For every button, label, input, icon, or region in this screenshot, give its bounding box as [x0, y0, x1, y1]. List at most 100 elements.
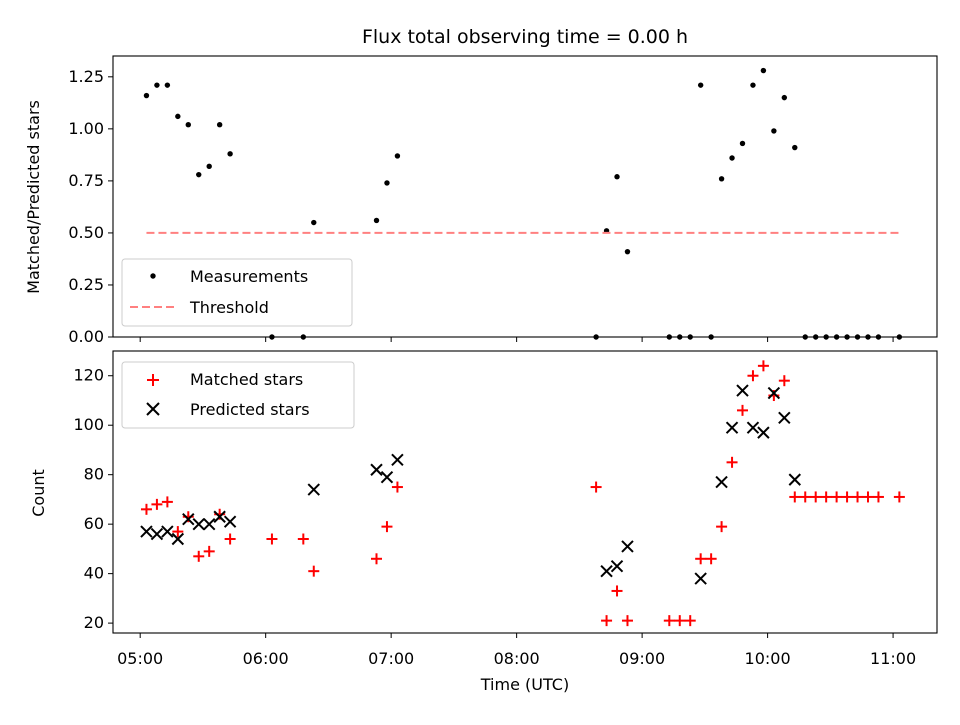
x-tick-label: 06:00	[243, 649, 289, 668]
legend-predicted-marker	[146, 402, 160, 416]
measurement-point	[154, 82, 160, 88]
legend-matched-label: Matched stars	[190, 370, 303, 389]
y-tick-label: 1.00	[68, 119, 104, 138]
matched-stars-point	[695, 553, 707, 565]
matched-stars-point	[862, 491, 874, 503]
predicted-stars-point	[223, 515, 237, 528]
predicted-stars-point	[370, 463, 383, 476]
matched-stars-point	[140, 503, 152, 515]
predicted-stars-point	[746, 421, 760, 434]
legend-predicted-label: Predicted stars	[190, 400, 310, 419]
legend-threshold-label: Threshold	[189, 298, 269, 317]
y-tick-label: 80	[84, 465, 104, 484]
matched-stars-point	[601, 615, 613, 627]
predicted-stars-point	[778, 411, 791, 424]
predicted-stars-point	[610, 560, 624, 573]
x-tick-label: 05:00	[117, 649, 163, 668]
predicted-stars-point	[202, 517, 216, 531]
y-tick-label: 0.25	[68, 275, 104, 294]
measurement-point	[196, 171, 202, 178]
measurement-point	[739, 140, 746, 147]
matched-stars-point	[391, 481, 403, 493]
measurement-point	[792, 144, 798, 151]
measurement-point	[614, 174, 620, 180]
count-legend: Matched stars Predicted stars	[121, 361, 355, 429]
matched-stars-point	[621, 615, 633, 627]
matched-stars-point	[193, 550, 205, 562]
matched-stars-point	[674, 615, 686, 627]
x-tick-label: 10:00	[745, 649, 791, 668]
matched-stars-point	[841, 491, 853, 503]
x-tick-label: 11:00	[870, 649, 916, 668]
predicted-stars-point	[391, 453, 404, 467]
measurement-point	[227, 151, 233, 157]
matched-stars-point	[789, 491, 801, 503]
legend-measurements-label: Measurements	[190, 267, 308, 286]
matched-stars-point	[893, 491, 905, 503]
matched-stars-point	[778, 375, 790, 387]
count-plot-marks	[140, 360, 905, 627]
predicted-stars-point	[621, 540, 634, 553]
measurement-point	[373, 217, 380, 224]
measurement-point	[206, 163, 212, 170]
y-tick-label: 0.00	[68, 327, 104, 346]
matched-stars-point	[705, 553, 717, 565]
predicted-stars-point	[757, 426, 770, 439]
predicted-stars-point	[380, 470, 394, 484]
matched-stars-point	[747, 370, 759, 382]
matched-stars-point	[872, 491, 884, 503]
measurement-point	[384, 180, 390, 186]
matched-stars-point	[726, 456, 738, 468]
matched-stars-point	[799, 491, 811, 503]
chart-title: Flux total observing time = 0.00 h	[362, 26, 688, 48]
matched-stars-point	[831, 491, 843, 503]
predicted-stars-point	[171, 532, 185, 546]
matched-stars-point	[852, 491, 864, 503]
x-axis-label: Time (UTC)	[480, 675, 569, 694]
matched-stars-point	[381, 521, 393, 533]
matched-stars-point	[590, 481, 602, 493]
y-tick-label: 0.50	[68, 223, 104, 242]
y-tick-label: 60	[84, 514, 104, 533]
predicted-stars-point	[213, 510, 226, 523]
predicted-stars-point	[715, 475, 728, 489]
matched-stars-point	[810, 491, 822, 503]
y-tick-label: 120	[73, 366, 104, 385]
matched-stars-point	[172, 526, 184, 538]
count-plot-frame	[112, 350, 938, 634]
measurement-point	[216, 121, 223, 128]
measurement-point	[185, 121, 191, 128]
matched-stars-point	[161, 496, 173, 508]
measurement-point	[311, 219, 317, 226]
measurement-point	[394, 153, 401, 159]
predicted-stars-point	[600, 564, 613, 578]
count-y-axis-label: Count	[29, 469, 48, 517]
predicted-stars-point	[736, 384, 749, 397]
matched-stars-point	[663, 615, 675, 627]
predicted-stars-point	[788, 473, 801, 486]
measurement-point	[781, 94, 788, 101]
matched-stars-point	[308, 565, 320, 577]
legend-matched-marker	[147, 374, 159, 386]
matched-stars-point	[297, 533, 309, 545]
matched-stars-point	[820, 491, 832, 503]
ratio-legend: Measurements Threshold	[121, 258, 353, 327]
y-tick-label: 40	[84, 564, 104, 583]
y-tick-label: 100	[73, 415, 104, 434]
matched-stars-point	[371, 553, 383, 565]
measurement-point	[718, 176, 725, 182]
matched-stars-point	[757, 360, 769, 372]
matched-stars-point	[151, 498, 163, 510]
ratio-legend-box	[121, 258, 353, 327]
predicted-stars-point	[725, 421, 739, 434]
legend-measurements-marker	[150, 273, 156, 279]
count-legend-box	[121, 361, 355, 429]
matched-stars-point	[203, 545, 215, 557]
ratio-y-axis-label: Matched/Predicted stars	[24, 100, 43, 294]
y-tick-label: 0.75	[68, 171, 104, 190]
measurement-point	[729, 155, 735, 161]
predicted-stars-point	[182, 513, 195, 526]
x-tick-label: 07:00	[368, 649, 414, 668]
